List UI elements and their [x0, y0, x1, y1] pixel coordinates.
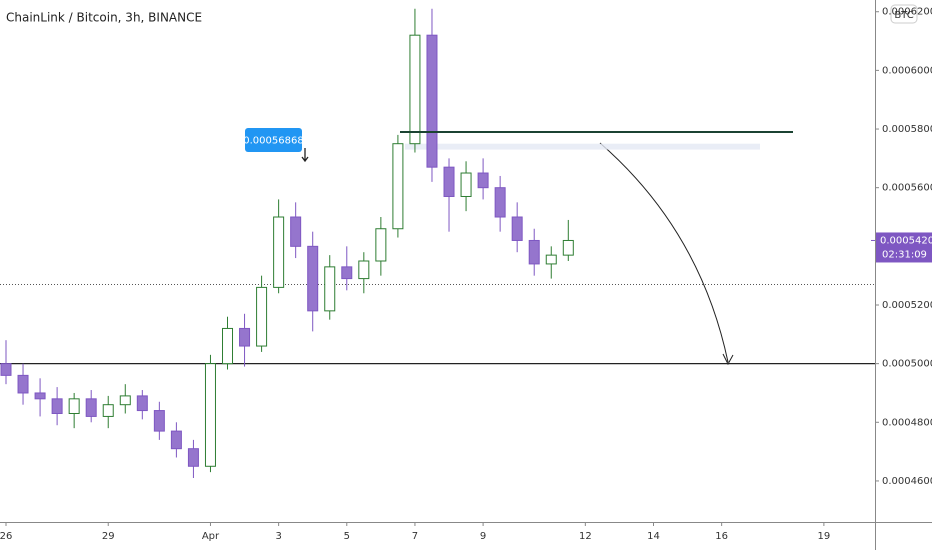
x-tick-label: 19 — [818, 531, 831, 542]
y-tick-label: 0.00056000 — [882, 183, 932, 194]
projection-arrow — [599, 142, 729, 363]
candle-body — [187, 448, 199, 467]
y-tick-label: 0.00046000 — [882, 476, 932, 487]
candle-body — [34, 392, 46, 400]
currency-label: BTC — [894, 10, 913, 21]
candle-body — [460, 172, 472, 197]
x-tick-label: 7 — [412, 531, 418, 542]
y-tick-label: 0.00060000 — [882, 65, 932, 76]
candle-body — [136, 395, 148, 412]
y-tick-label: 0.00058000 — [882, 124, 932, 135]
candle-body — [239, 327, 251, 347]
candle-body — [392, 143, 404, 230]
callout-arrow — [301, 148, 309, 163]
currency-badge[interactable] — [890, 4, 918, 24]
x-tick-label: 16 — [715, 531, 728, 542]
candle-body — [170, 430, 182, 450]
candle-body — [222, 327, 234, 365]
x-tick-label: 3 — [275, 531, 281, 542]
candle-body — [511, 216, 523, 241]
candle-body — [119, 395, 131, 406]
candle-body — [273, 216, 285, 288]
x-tick-label: 14 — [647, 531, 660, 542]
candle-body — [477, 172, 489, 189]
candle-body — [528, 239, 540, 265]
x-tick-label: 29 — [102, 531, 115, 542]
candle-body — [0, 363, 12, 376]
chart-title: ChainLink / Bitcoin, 3h, BINANCE — [6, 11, 202, 25]
callout-text: 0.00056868 — [243, 136, 303, 147]
x-tick-label: 5 — [344, 531, 350, 542]
candle-body — [426, 34, 438, 168]
candle-body — [545, 254, 557, 265]
candle-body — [562, 239, 574, 256]
countdown: 02:31:09 — [882, 249, 927, 260]
current-price-box — [876, 232, 932, 263]
candle-body — [375, 228, 387, 262]
candle-body — [290, 216, 302, 247]
candle-body — [68, 398, 80, 414]
x-tick-label: Apr — [202, 531, 220, 542]
y-tick-label: 0.00050000 — [882, 359, 932, 370]
candle-body — [102, 404, 114, 417]
candle-body — [443, 166, 455, 197]
callout-box — [245, 128, 302, 152]
y-tick-label: 0.00048000 — [882, 417, 932, 428]
y-tick-label: 0.00052000 — [882, 300, 932, 311]
x-tick-label: 9 — [480, 531, 486, 542]
y-tick-label: 0.00062000 — [882, 7, 932, 18]
candle-body — [409, 34, 421, 145]
candle-body — [51, 398, 63, 414]
candle-body — [153, 410, 165, 432]
candle-body — [256, 286, 268, 347]
candle-body — [494, 187, 506, 218]
candle-body — [341, 266, 353, 280]
candle-body — [204, 363, 216, 467]
candle-body — [307, 245, 319, 312]
x-tick-label: 12 — [579, 531, 592, 542]
candle-body — [358, 260, 370, 280]
x-tick-label: 26 — [0, 531, 12, 542]
candle-body — [17, 374, 29, 394]
zone — [405, 143, 760, 150]
candle-body — [85, 398, 97, 417]
candle-body — [324, 266, 336, 312]
